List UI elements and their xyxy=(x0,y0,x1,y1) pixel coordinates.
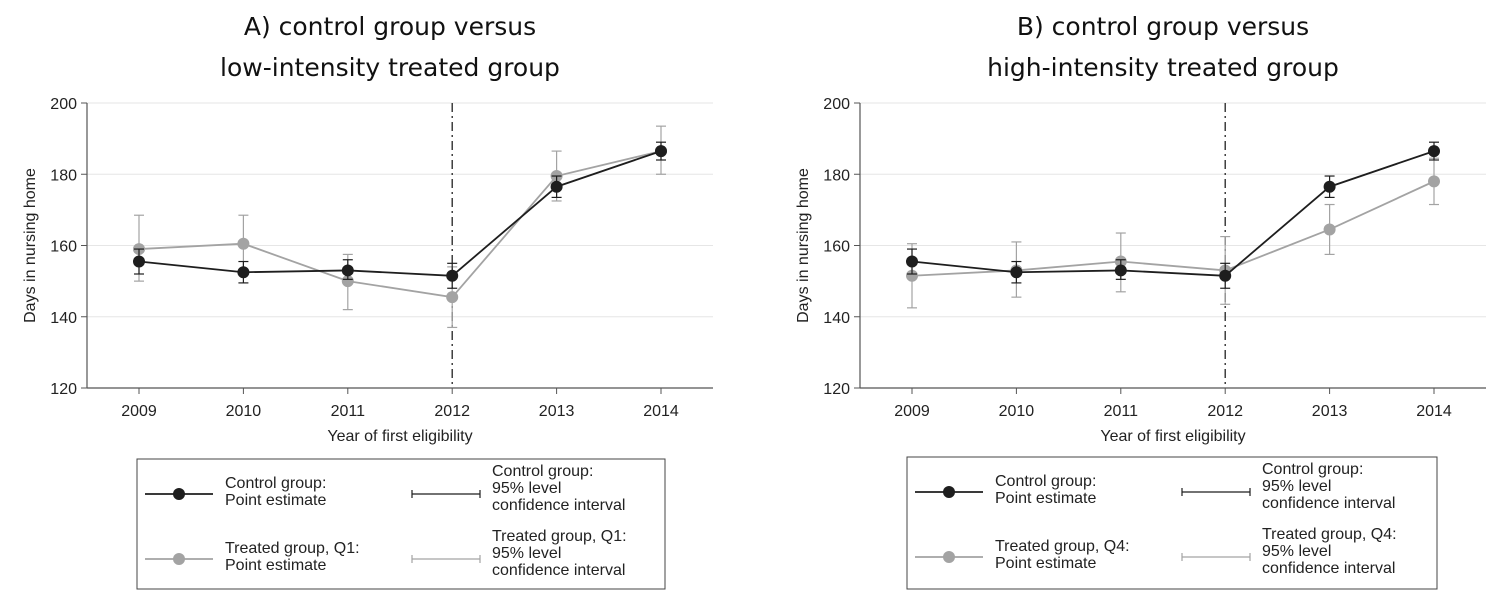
legend-control-ci-label-line: confidence interval xyxy=(1262,495,1395,512)
x-axis-label: Year of first eligibility xyxy=(327,428,472,445)
treated-point xyxy=(1323,223,1336,236)
x-axis-label: Year of first eligibility xyxy=(1100,428,1245,445)
y-tick-label: 140 xyxy=(50,310,77,327)
legend-treated-point-label-line: Treated group, Q4: xyxy=(995,538,1130,555)
legend-treated-ci-label-line: 95% level xyxy=(1262,543,1331,560)
legend-control-point-label-line: Control group: xyxy=(995,473,1096,490)
x-tick-label: 2013 xyxy=(539,403,575,420)
control-point xyxy=(446,269,459,282)
legend-treated-ci-label-line: Treated group, Q4: xyxy=(1262,526,1397,543)
y-tick-label: 180 xyxy=(50,167,77,184)
legend-control-ci-label-line: 95% level xyxy=(492,480,561,497)
legend-treated-ci-label: Treated group, Q4: 95% level confidence in… xyxy=(1262,526,1397,577)
legend-treated-point-label-line: Treated group, Q1: xyxy=(225,540,360,557)
x-tick-label: 2010 xyxy=(999,403,1035,420)
y-tick-label: 120 xyxy=(823,381,850,398)
chart-panel-b: B) control group versus high-intensity tr… xyxy=(795,12,1486,590)
treated-series-line xyxy=(138,150,662,299)
legend-box xyxy=(136,458,666,590)
y-axis-label: Days in nursing home xyxy=(795,168,812,323)
treated-point xyxy=(1428,175,1440,188)
control-point xyxy=(1010,266,1023,279)
control-point xyxy=(1428,145,1440,158)
control-point xyxy=(906,255,918,268)
legend-box xyxy=(906,456,1438,590)
legend-treated-ci-label-line: Treated group, Q1: xyxy=(492,528,627,545)
legend-treated-ci-label: Treated group, Q1: 95% level confidence in… xyxy=(492,528,627,579)
legend-control-ci-label-line: 95% level xyxy=(1262,478,1331,495)
control-point xyxy=(237,266,250,279)
legend-treated-point-swatch xyxy=(943,551,955,563)
y-tick-label: 180 xyxy=(823,167,850,184)
chart-title-line-2: low-intensity treated group xyxy=(220,53,560,82)
legend-control-ci-label: Control group: 95% level confidence interv… xyxy=(492,463,625,514)
legend-treated-ci-label-line: confidence interval xyxy=(492,562,625,579)
y-tick-label: 120 xyxy=(50,381,77,398)
control-point xyxy=(1219,269,1232,282)
treated-point xyxy=(341,275,354,288)
legend-control-ci-label-line: Control group: xyxy=(492,463,593,480)
x-tick-label: 2014 xyxy=(1416,403,1452,420)
treated-point xyxy=(446,291,459,304)
y-tick-label: 140 xyxy=(823,310,850,327)
legend-control-point-swatch xyxy=(173,488,185,500)
legend-control-point-label: Control group: Point estimate xyxy=(995,473,1096,507)
control-point xyxy=(550,180,563,193)
legend-treated-point-label-line: Point estimate xyxy=(995,555,1096,572)
treated-point xyxy=(906,269,918,282)
legend-treated-point-label: Treated group, Q4: Point estimate xyxy=(995,538,1130,572)
x-tick-label: 2011 xyxy=(1104,403,1139,420)
legend-treated-point-label: Treated group, Q1: Point estimate xyxy=(225,540,360,574)
x-tick-label: 2009 xyxy=(121,403,157,420)
legend-control-point-label: Control group: Point estimate xyxy=(225,475,326,509)
legend-control-ci-label-line: Control group: xyxy=(1262,461,1363,478)
legend-treated-ci-label-line: 95% level xyxy=(492,545,561,562)
legend-control-ci-label-line: confidence interval xyxy=(492,497,625,514)
chart-title-line-2: high-intensity treated group xyxy=(987,53,1339,82)
legend-treated-point-swatch xyxy=(173,553,185,565)
chart-title-line-1: B) control group versus xyxy=(1017,12,1309,41)
chart-title-line-1: A) control group versus xyxy=(244,12,536,41)
y-tick-label: 200 xyxy=(823,96,850,113)
x-tick-label: 2011 xyxy=(331,403,366,420)
x-tick-label: 2009 xyxy=(894,403,930,420)
treated-series-line xyxy=(911,180,1435,277)
legend-treated-ci-label-line: confidence interval xyxy=(1262,560,1395,577)
legend-control-point-label-line: Point estimate xyxy=(225,492,326,509)
legend-control-point-swatch xyxy=(943,486,955,498)
x-tick-label: 2014 xyxy=(643,403,679,420)
control-point xyxy=(1114,264,1127,277)
y-tick-label: 160 xyxy=(50,239,77,256)
y-axis-label: Days in nursing home xyxy=(22,168,39,323)
control-point xyxy=(1323,180,1336,193)
control-point xyxy=(655,145,667,158)
legend-control-point-label-line: Control group: xyxy=(225,475,326,492)
control-point xyxy=(341,264,354,277)
x-tick-label: 2012 xyxy=(434,403,470,420)
legend-control-ci-label: Control group: 95% level confidence interv… xyxy=(1262,461,1395,512)
chart-panel-a: A) control group versus low-intensity tre… xyxy=(22,12,713,590)
control-series-line xyxy=(138,150,662,277)
y-tick-label: 160 xyxy=(823,239,850,256)
x-tick-label: 2013 xyxy=(1312,403,1348,420)
control-point xyxy=(133,255,145,268)
legend-control-point-label-line: Point estimate xyxy=(995,490,1096,507)
control-series-line xyxy=(911,150,1435,277)
treated-point xyxy=(237,237,250,250)
y-tick-label: 200 xyxy=(50,96,77,113)
legend-treated-point-label-line: Point estimate xyxy=(225,557,326,574)
x-tick-label: 2012 xyxy=(1207,403,1243,420)
x-tick-label: 2010 xyxy=(226,403,262,420)
